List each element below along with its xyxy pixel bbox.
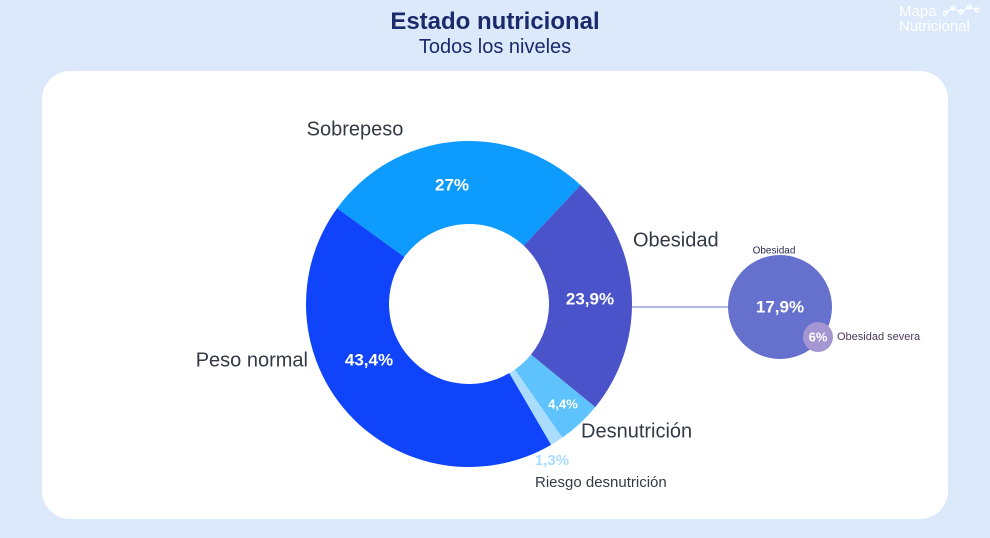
brand-line-1: Mapa: [899, 3, 937, 20]
bubble-value-obesidad: 17,9%: [756, 297, 804, 316]
bubble-value-obesidad-severa: 6%: [809, 329, 828, 344]
category-label-sobrepeso: Sobrepeso: [307, 118, 404, 140]
brand-logo: Mapa Nutricional: [899, 4, 987, 34]
category-label-riesgo-desnutricion: Riesgo desnutrición: [535, 474, 667, 491]
value-label-sobrepeso: 27%: [435, 175, 469, 194]
slice-obesidad: [523, 185, 633, 408]
slice-riesgo-desnutricion: [509, 369, 563, 445]
value-label-obesidad: 23,9%: [566, 289, 614, 308]
chart-subtitle: Todos los niveles: [418, 36, 572, 58]
brand-line-2: Nutricional: [899, 18, 970, 35]
category-label-obesidad: Obesidad: [633, 229, 719, 251]
brand-chain-icon: [943, 4, 979, 16]
bubble-obesidad-severa: [803, 322, 833, 352]
slice-sobrepeso: [337, 140, 581, 257]
value-label-desnutricion: 4,4%: [548, 396, 578, 411]
chart-title: Estado nutricional: [390, 8, 600, 35]
category-label-peso-normal: Peso normal: [196, 349, 308, 371]
slice-peso-normal: [306, 208, 552, 467]
value-label-peso-normal: 43,4%: [345, 350, 393, 369]
slice-desnutricion: [514, 354, 596, 438]
bubble-label-obesidad: Obesidad: [753, 246, 796, 257]
bubble-label-obesidad-severa: Obesidad severa: [837, 331, 921, 343]
value-label-riesgo-desnutricion: 1,3%: [535, 452, 569, 469]
category-label-desnutricion: Desnutrición: [581, 420, 692, 442]
